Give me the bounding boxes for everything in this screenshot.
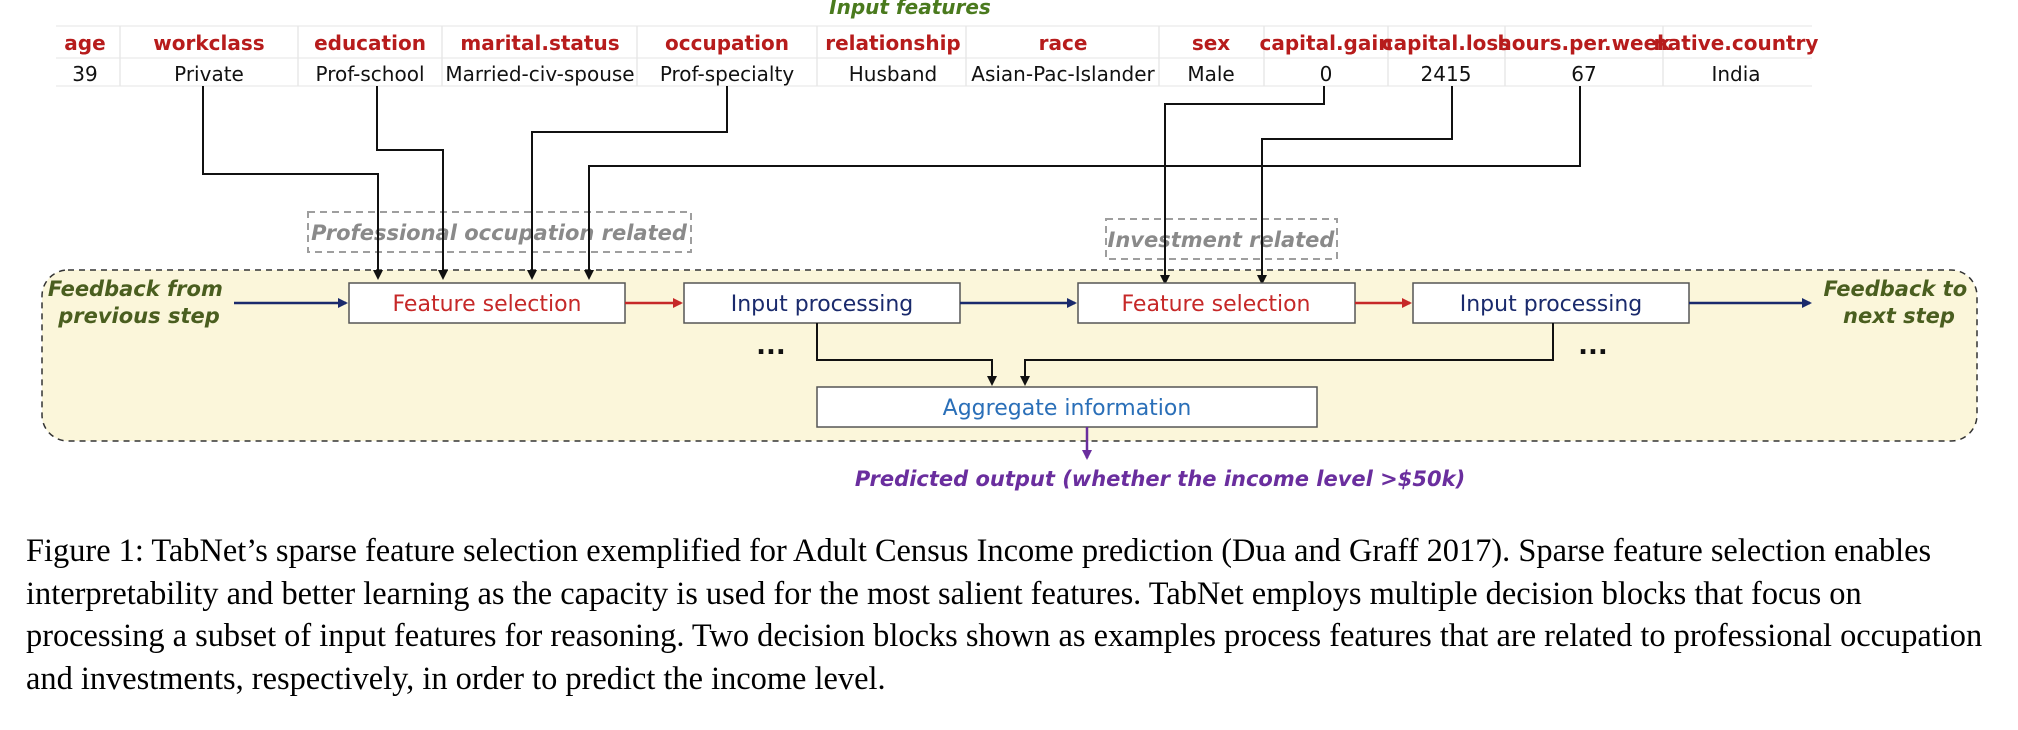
feature-value: Prof-school (315, 62, 424, 86)
feature-value: India (1711, 62, 1760, 86)
input-features-title: Input features (829, 0, 991, 19)
feature-header: occupation (665, 31, 789, 55)
feature-header: race (1039, 31, 1088, 55)
feature-header: workclass (153, 31, 264, 55)
feature-header: capital.loss (1382, 31, 1510, 55)
feature-value: 0 (1320, 62, 1333, 86)
feature-value: Prof-specialty (660, 62, 795, 86)
feature-value: Asian-Pac-Islander (971, 62, 1155, 86)
feature-header: marital.status (460, 31, 619, 55)
feature-header: age (64, 31, 105, 55)
professional-group: Professional occupation related (307, 211, 692, 253)
feature-selection-block-2: Feature selection (1077, 282, 1356, 324)
professional-group-label: Professional occupation related (311, 221, 688, 245)
feature-connectors (202, 86, 1581, 285)
tabnet-diagram: Input features age 39 workclass Private educ… (41, 0, 1978, 491)
feature-table: age 39 workclass Private education Prof-schoo… (56, 25, 1819, 87)
feature-header: education (314, 31, 426, 55)
feature-value: 67 (1571, 62, 1596, 86)
svg-text:Input processing: Input processing (731, 292, 914, 317)
svg-text:Input processing: Input processing (1460, 292, 1643, 317)
svg-text:Aggregate information: Aggregate information (943, 396, 1192, 421)
ellipsis-left: ... (756, 331, 786, 361)
feature-value: 39 (72, 62, 97, 86)
investment-group: Investment related (1105, 218, 1338, 260)
svg-text:Feature selection: Feature selection (1121, 292, 1310, 317)
ellipsis-right: ... (1578, 331, 1608, 361)
feature-header: hours.per.week (1498, 31, 1672, 55)
aggregation-connectors (816, 323, 1554, 386)
feature-value: Private (174, 62, 244, 86)
feedback-from-label: Feedback from previous step (48, 277, 230, 328)
feature-header: sex (1192, 31, 1230, 55)
figure-caption: Figure 1: TabNet’s sparse feature select… (26, 533, 1983, 697)
feature-selection-block-1: Feature selection (348, 282, 626, 324)
feature-value: 2415 (1421, 62, 1472, 86)
feedback-to-label: Feedback to next step (1824, 277, 1975, 328)
feature-value: Married-civ-spouse (445, 62, 634, 86)
predicted-output-label: Predicted output (whether the income lev… (855, 467, 1465, 491)
input-processing-block-2: Input processing (1412, 282, 1690, 324)
investment-group-label: Investment related (1108, 228, 1336, 252)
feature-header: capital.gain (1260, 31, 1393, 55)
feature-value: Husband (849, 62, 937, 86)
svg-text:Feature selection: Feature selection (392, 292, 581, 317)
feature-header: native.country (1654, 31, 1819, 55)
feature-header: relationship (825, 31, 961, 55)
feature-value: Male (1187, 62, 1234, 86)
input-processing-block-1: Input processing (683, 282, 961, 324)
aggregate-information-block: Aggregate information (816, 386, 1318, 428)
